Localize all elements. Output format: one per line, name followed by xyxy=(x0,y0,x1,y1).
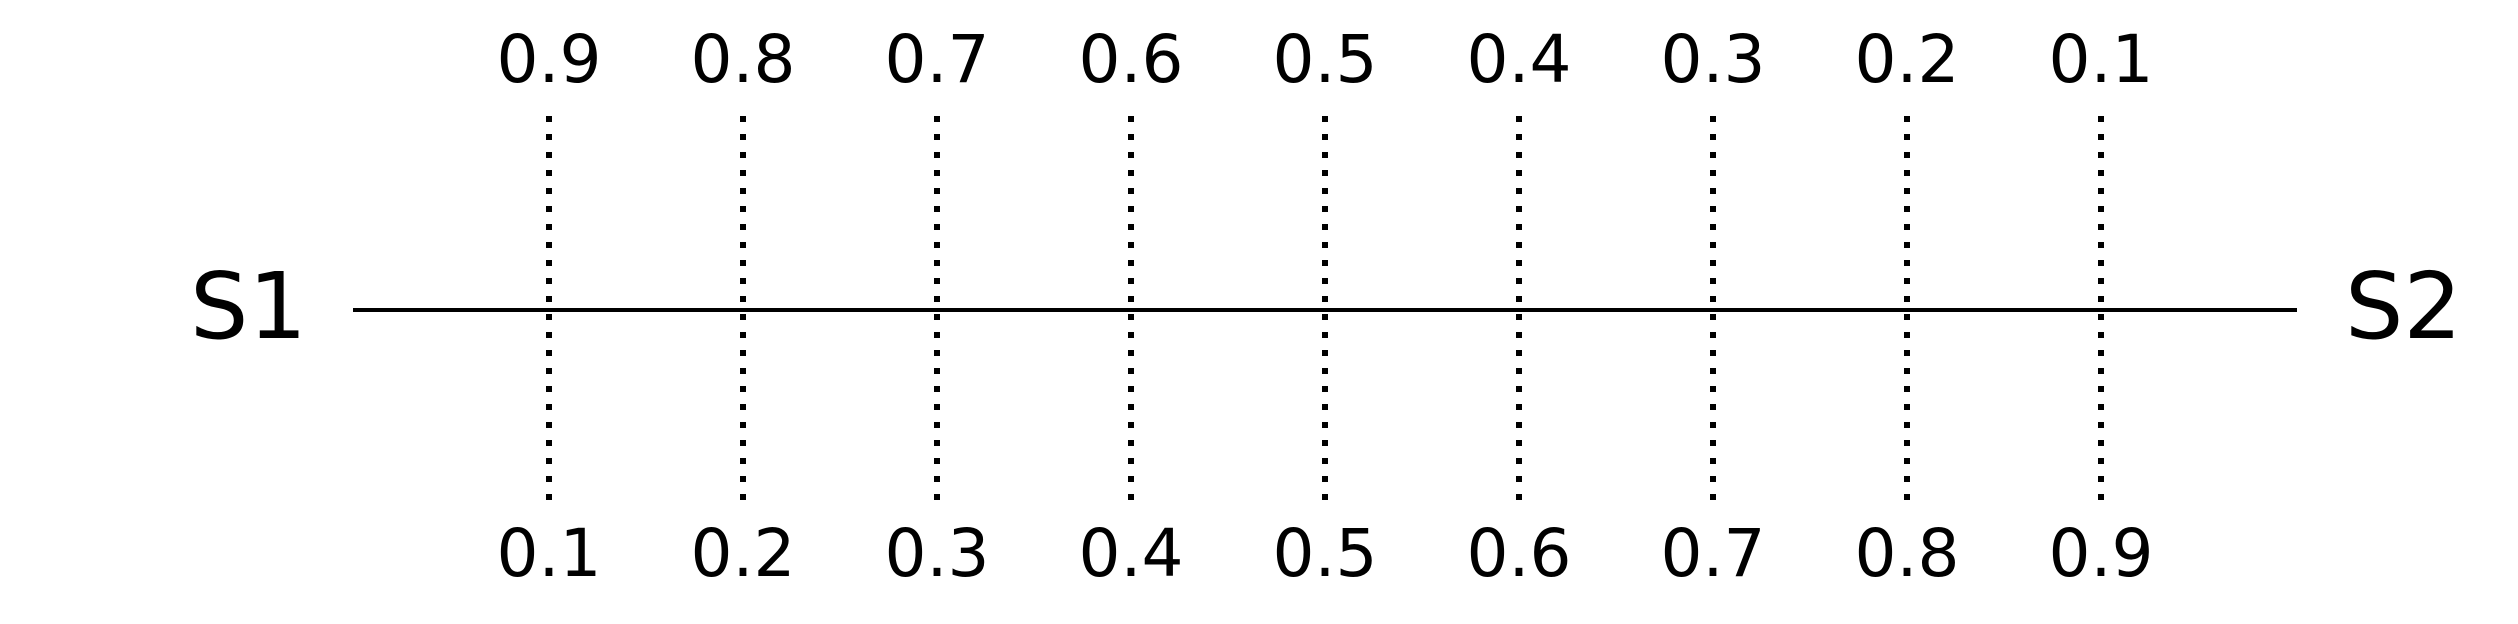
top-tick-label: 0.9 xyxy=(497,21,602,98)
top-tick-label: 0.1 xyxy=(2049,21,2154,98)
bottom-tick-label: 0.6 xyxy=(1467,515,1572,592)
top-tick-label: 0.4 xyxy=(1467,21,1572,98)
top-tick-label: 0.5 xyxy=(1273,21,1378,98)
top-tick-label: 0.3 xyxy=(1661,21,1766,98)
bottom-tick-label: 0.2 xyxy=(691,515,796,592)
bottom-tick-label: 0.5 xyxy=(1273,515,1378,592)
bottom-tick-label: 0.9 xyxy=(2049,515,2154,592)
bottom-tick-label: 0.1 xyxy=(497,515,602,592)
left-endpoint-label: S1 xyxy=(190,253,307,360)
tick-group: 0.9 0.1 0.8 0.2 0.7 0.3 0.6 0.4 0.5 0.5 0.4 0.6 0.3 0… xyxy=(497,21,2154,592)
bottom-tick-label: 0.4 xyxy=(1079,515,1184,592)
bottom-tick-label: 0.8 xyxy=(1855,515,1960,592)
bottom-tick-label: 0.3 xyxy=(885,515,990,592)
top-tick-label: 0.7 xyxy=(885,21,990,98)
top-tick-label: 0.6 xyxy=(1079,21,1184,98)
bottom-tick-label: 0.7 xyxy=(1661,515,1766,592)
top-tick-label: 0.2 xyxy=(1855,21,1960,98)
top-tick-label: 0.8 xyxy=(691,21,796,98)
right-endpoint-label: S2 xyxy=(2345,253,2462,360)
